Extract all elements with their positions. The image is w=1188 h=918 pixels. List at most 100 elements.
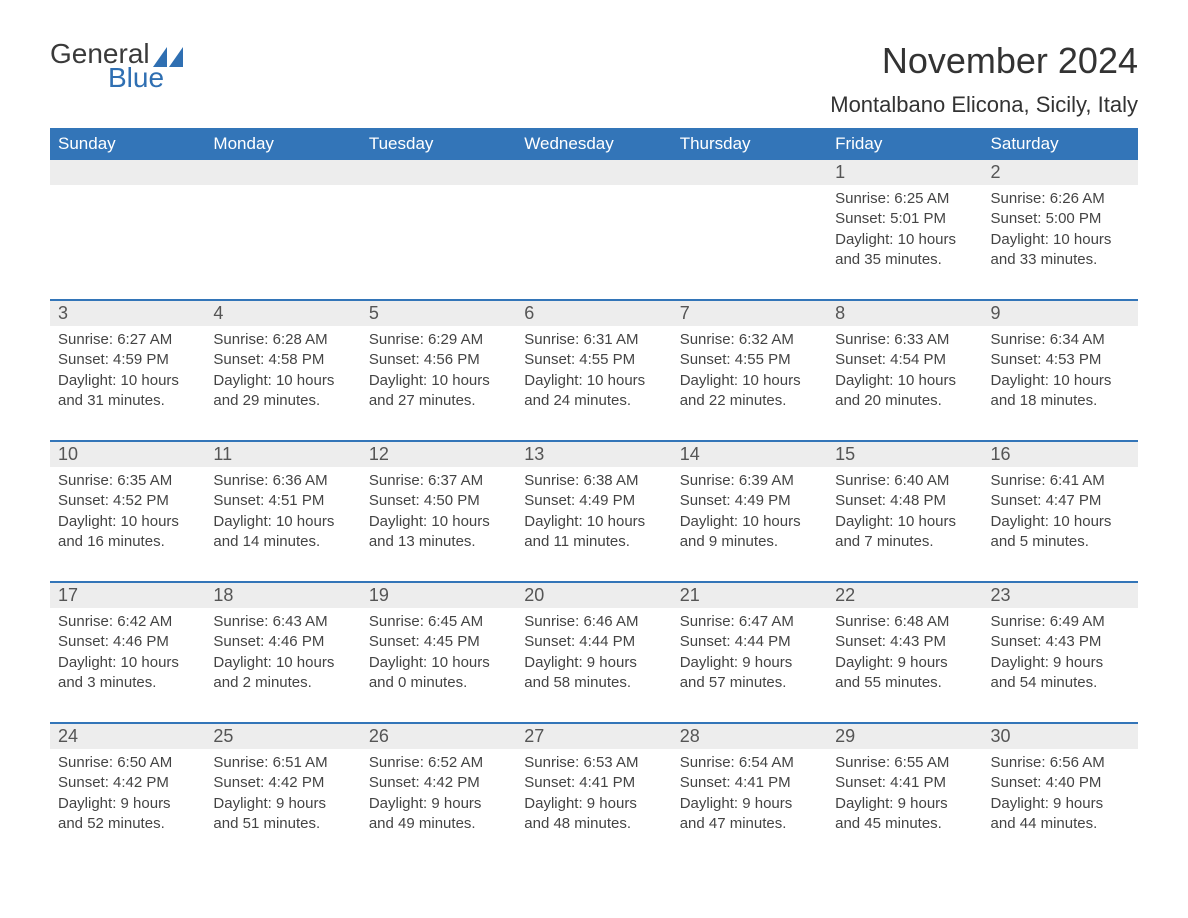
sunrise-text: Sunrise: 6:38 AM: [524, 471, 663, 491]
calendar-day-header: Thursday: [672, 128, 827, 160]
day-body-cell: [50, 185, 205, 276]
day-number-cell: 16: [983, 441, 1138, 467]
day-body-cell: Sunrise: 6:51 AMSunset: 4:42 PMDaylight:…: [205, 749, 360, 840]
daylight-text: Daylight: 10 hours and 18 minutes.: [991, 371, 1130, 412]
day-number-cell: [205, 160, 360, 185]
day-number-cell: 30: [983, 723, 1138, 749]
day-number-cell: 24: [50, 723, 205, 749]
daylight-text: Daylight: 9 hours and 45 minutes.: [835, 794, 974, 835]
day-number-cell: 27: [516, 723, 671, 749]
daylight-text: Daylight: 10 hours and 31 minutes.: [58, 371, 197, 412]
sunrise-text: Sunrise: 6:29 AM: [369, 330, 508, 350]
day-body-cell: Sunrise: 6:31 AMSunset: 4:55 PMDaylight:…: [516, 326, 671, 417]
sunrise-text: Sunrise: 6:43 AM: [213, 612, 352, 632]
day-number-cell: 13: [516, 441, 671, 467]
sunset-text: Sunset: 4:55 PM: [524, 350, 663, 370]
day-number-cell: 9: [983, 300, 1138, 326]
daylight-text: Daylight: 10 hours and 3 minutes.: [58, 653, 197, 694]
week-spacer: [50, 558, 1138, 582]
sunrise-text: Sunrise: 6:40 AM: [835, 471, 974, 491]
daylight-text: Daylight: 10 hours and 27 minutes.: [369, 371, 508, 412]
sunrise-text: Sunrise: 6:32 AM: [680, 330, 819, 350]
day-body-cell: Sunrise: 6:49 AMSunset: 4:43 PMDaylight:…: [983, 608, 1138, 699]
sunset-text: Sunset: 4:56 PM: [369, 350, 508, 370]
sunset-text: Sunset: 5:00 PM: [991, 209, 1130, 229]
day-body-cell: Sunrise: 6:53 AMSunset: 4:41 PMDaylight:…: [516, 749, 671, 840]
day-number-row: 17181920212223: [50, 582, 1138, 608]
daylight-text: Daylight: 10 hours and 9 minutes.: [680, 512, 819, 553]
sunset-text: Sunset: 4:42 PM: [369, 773, 508, 793]
daylight-text: Daylight: 9 hours and 57 minutes.: [680, 653, 819, 694]
daylight-text: Daylight: 9 hours and 52 minutes.: [58, 794, 197, 835]
sunset-text: Sunset: 4:47 PM: [991, 491, 1130, 511]
sunset-text: Sunset: 4:59 PM: [58, 350, 197, 370]
week-spacer: [50, 276, 1138, 300]
sunset-text: Sunset: 4:54 PM: [835, 350, 974, 370]
sunset-text: Sunset: 4:49 PM: [524, 491, 663, 511]
day-body-cell: Sunrise: 6:26 AMSunset: 5:00 PMDaylight:…: [983, 185, 1138, 276]
logo-sail-icon: [153, 44, 183, 64]
day-body-row: Sunrise: 6:25 AMSunset: 5:01 PMDaylight:…: [50, 185, 1138, 276]
sunrise-text: Sunrise: 6:51 AM: [213, 753, 352, 773]
day-number-row: 24252627282930: [50, 723, 1138, 749]
daylight-text: Daylight: 10 hours and 14 minutes.: [213, 512, 352, 553]
day-body-cell: Sunrise: 6:32 AMSunset: 4:55 PMDaylight:…: [672, 326, 827, 417]
calendar-day-header: Tuesday: [361, 128, 516, 160]
calendar-day-header: Saturday: [983, 128, 1138, 160]
day-number-cell: [672, 160, 827, 185]
day-number-cell: 18: [205, 582, 360, 608]
daylight-text: Daylight: 10 hours and 33 minutes.: [991, 230, 1130, 271]
sunrise-text: Sunrise: 6:46 AM: [524, 612, 663, 632]
logo-text-blue: Blue: [108, 64, 164, 92]
day-number-row: 10111213141516: [50, 441, 1138, 467]
day-number-cell: 7: [672, 300, 827, 326]
day-body-cell: Sunrise: 6:46 AMSunset: 4:44 PMDaylight:…: [516, 608, 671, 699]
sunrise-text: Sunrise: 6:54 AM: [680, 753, 819, 773]
week-spacer: [50, 699, 1138, 723]
day-body-cell: Sunrise: 6:33 AMSunset: 4:54 PMDaylight:…: [827, 326, 982, 417]
sunset-text: Sunset: 4:49 PM: [680, 491, 819, 511]
logo: General Blue: [50, 40, 183, 92]
sunrise-text: Sunrise: 6:25 AM: [835, 189, 974, 209]
day-body-cell: Sunrise: 6:34 AMSunset: 4:53 PMDaylight:…: [983, 326, 1138, 417]
day-number-cell: 6: [516, 300, 671, 326]
sunrise-text: Sunrise: 6:41 AM: [991, 471, 1130, 491]
day-number-cell: 17: [50, 582, 205, 608]
sunset-text: Sunset: 4:51 PM: [213, 491, 352, 511]
day-number-cell: 10: [50, 441, 205, 467]
sunrise-text: Sunrise: 6:27 AM: [58, 330, 197, 350]
daylight-text: Daylight: 10 hours and 24 minutes.: [524, 371, 663, 412]
day-body-cell: Sunrise: 6:40 AMSunset: 4:48 PMDaylight:…: [827, 467, 982, 558]
day-number-cell: 29: [827, 723, 982, 749]
day-body-cell: Sunrise: 6:38 AMSunset: 4:49 PMDaylight:…: [516, 467, 671, 558]
daylight-text: Daylight: 9 hours and 48 minutes.: [524, 794, 663, 835]
day-number-cell: 11: [205, 441, 360, 467]
daylight-text: Daylight: 10 hours and 20 minutes.: [835, 371, 974, 412]
title-block: November 2024 Montalbano Elicona, Sicily…: [830, 40, 1138, 118]
day-number-cell: 21: [672, 582, 827, 608]
day-number-cell: 5: [361, 300, 516, 326]
day-number-cell: 2: [983, 160, 1138, 185]
daylight-text: Daylight: 9 hours and 47 minutes.: [680, 794, 819, 835]
day-body-cell: [205, 185, 360, 276]
sunrise-text: Sunrise: 6:49 AM: [991, 612, 1130, 632]
day-number-cell: 1: [827, 160, 982, 185]
sunset-text: Sunset: 4:46 PM: [58, 632, 197, 652]
sunset-text: Sunset: 4:43 PM: [991, 632, 1130, 652]
daylight-text: Daylight: 10 hours and 22 minutes.: [680, 371, 819, 412]
day-body-row: Sunrise: 6:50 AMSunset: 4:42 PMDaylight:…: [50, 749, 1138, 840]
day-number-row: 12: [50, 160, 1138, 185]
sunrise-text: Sunrise: 6:26 AM: [991, 189, 1130, 209]
sunset-text: Sunset: 4:40 PM: [991, 773, 1130, 793]
day-body-cell: Sunrise: 6:42 AMSunset: 4:46 PMDaylight:…: [50, 608, 205, 699]
day-body-cell: Sunrise: 6:45 AMSunset: 4:45 PMDaylight:…: [361, 608, 516, 699]
sunrise-text: Sunrise: 6:35 AM: [58, 471, 197, 491]
day-body-cell: Sunrise: 6:35 AMSunset: 4:52 PMDaylight:…: [50, 467, 205, 558]
calendar-day-header: Sunday: [50, 128, 205, 160]
day-body-cell: Sunrise: 6:41 AMSunset: 4:47 PMDaylight:…: [983, 467, 1138, 558]
sunset-text: Sunset: 4:58 PM: [213, 350, 352, 370]
sunrise-text: Sunrise: 6:34 AM: [991, 330, 1130, 350]
sunset-text: Sunset: 4:42 PM: [58, 773, 197, 793]
day-number-cell: 19: [361, 582, 516, 608]
day-number-cell: 20: [516, 582, 671, 608]
